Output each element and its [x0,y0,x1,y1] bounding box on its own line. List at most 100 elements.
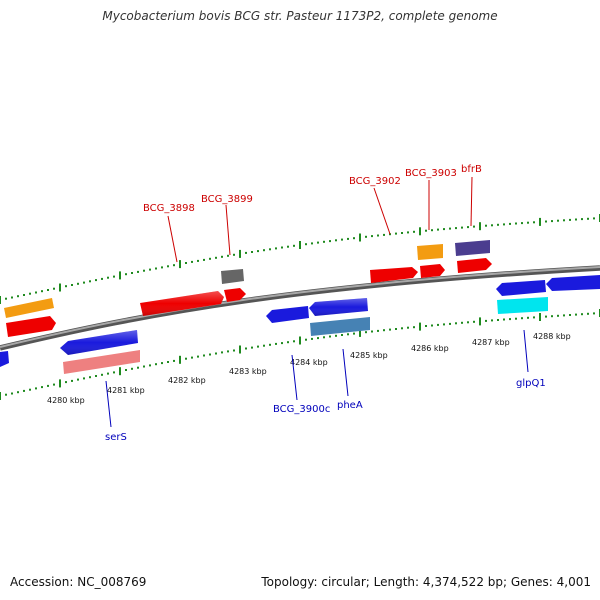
minor-tick [317,337,319,340]
minor-tick [341,334,343,336]
minor-tick [257,345,259,348]
minor-tick [263,249,265,252]
scale-label-4280: 4280 kbp [47,396,85,405]
gene-box[interactable] [221,269,244,284]
major-tick [479,222,481,231]
accession-info: Accession: NC_008769 [10,575,147,589]
scale-label-4285: 4285 kbp [350,351,388,360]
gene-arrow[interactable] [370,267,418,283]
gene-arrow[interactable] [266,306,309,323]
minor-tick [191,356,193,359]
minor-tick [431,229,433,232]
major-tick [0,296,1,304]
gene-arrow[interactable] [224,288,246,302]
minor-tick [53,287,55,290]
minor-tick [245,251,247,254]
gene-label-bcg-3899[interactable]: BCG_3899 [201,194,253,205]
minor-tick [305,338,307,341]
minor-tick [107,276,109,279]
minor-tick [461,226,463,229]
minor-tick [581,313,583,316]
minor-tick [251,251,253,253]
gene-arrow[interactable] [546,275,600,291]
minor-tick [293,244,295,247]
minor-tick [323,336,325,339]
scale-label-4286: 4286 kbp [411,344,449,353]
minor-tick [125,369,127,371]
minor-tick [221,351,223,354]
minor-tick [509,222,511,225]
minor-tick [131,272,133,274]
minor-tick [251,346,253,349]
minor-tick [533,316,535,319]
major-tick [479,317,481,326]
major-tick [539,313,541,321]
gene-arrow[interactable] [4,298,54,318]
forward-gene-labels: BCG_3898 BCG_3899 BCG_3902 BCG_3903 bfrB [143,164,482,263]
minor-tick [371,330,373,333]
gene-arrow[interactable] [6,316,56,337]
minor-tick [377,234,379,237]
minor-tick [89,280,91,283]
gene-box[interactable] [63,350,140,374]
minor-tick [551,315,553,318]
minor-tick [425,325,427,327]
minor-tick [341,238,343,241]
minor-tick [257,250,259,253]
gene-label-bfrb[interactable]: bfrB [461,164,482,175]
gene-label-bcg-3900c[interactable]: BCG_3900c [273,404,330,415]
minor-tick [83,377,85,380]
minor-tick [41,386,43,389]
minor-tick [347,333,349,336]
major-tick [539,217,541,226]
minor-tick [233,349,235,352]
minor-tick [203,258,205,261]
minor-tick [275,247,277,250]
reverse-gene-labels: serS BCG_3900c pheA glpQ1 [105,329,546,443]
minor-tick [71,379,73,382]
gene-label-sers[interactable]: serS [105,432,127,443]
minor-tick [35,387,37,390]
gene-label-phea[interactable]: pheA [337,400,363,411]
minor-tick [557,314,559,317]
minor-tick [389,233,391,236]
gene-box[interactable] [455,240,490,256]
minor-tick [311,337,313,340]
gene-label-glpq1[interactable]: glpQ1 [516,378,546,389]
leader-line [373,187,391,235]
minor-tick [47,384,49,387]
minor-tick [227,350,229,353]
minor-tick [383,233,385,236]
minor-tick [467,226,469,229]
minor-tick [413,326,415,329]
minor-tick [365,331,367,334]
minor-tick [101,373,103,376]
minor-tick [17,295,19,298]
gene-arrow[interactable] [457,258,492,273]
gene-box[interactable] [417,244,443,260]
gene-box[interactable] [310,317,370,336]
gene-label-bcg-3902[interactable]: BCG_3902 [349,176,401,187]
gene-label-bcg-3898[interactable]: BCG_3898 [143,203,195,214]
minor-tick [521,222,523,225]
minor-tick [173,359,175,362]
minor-tick [215,256,217,259]
minor-tick [269,248,271,251]
minor-tick [485,319,487,322]
scale-label-4287: 4287 kbp [472,338,510,347]
gene-arrow[interactable] [496,280,546,296]
gene-label-bcg-3903[interactable]: BCG_3903 [405,168,457,179]
major-tick [59,379,61,388]
minor-tick [329,240,331,243]
gene-arrow[interactable] [0,351,9,367]
genome-backbone-highlight [0,266,600,348]
gene-arrow[interactable] [420,264,445,278]
minor-tick [185,262,187,264]
minor-tick [491,224,493,227]
minor-tick [23,294,25,296]
minor-tick [503,318,505,321]
minor-tick [407,231,409,234]
minor-tick [575,313,577,316]
leader-line [342,348,349,397]
gene-box[interactable] [497,297,548,314]
